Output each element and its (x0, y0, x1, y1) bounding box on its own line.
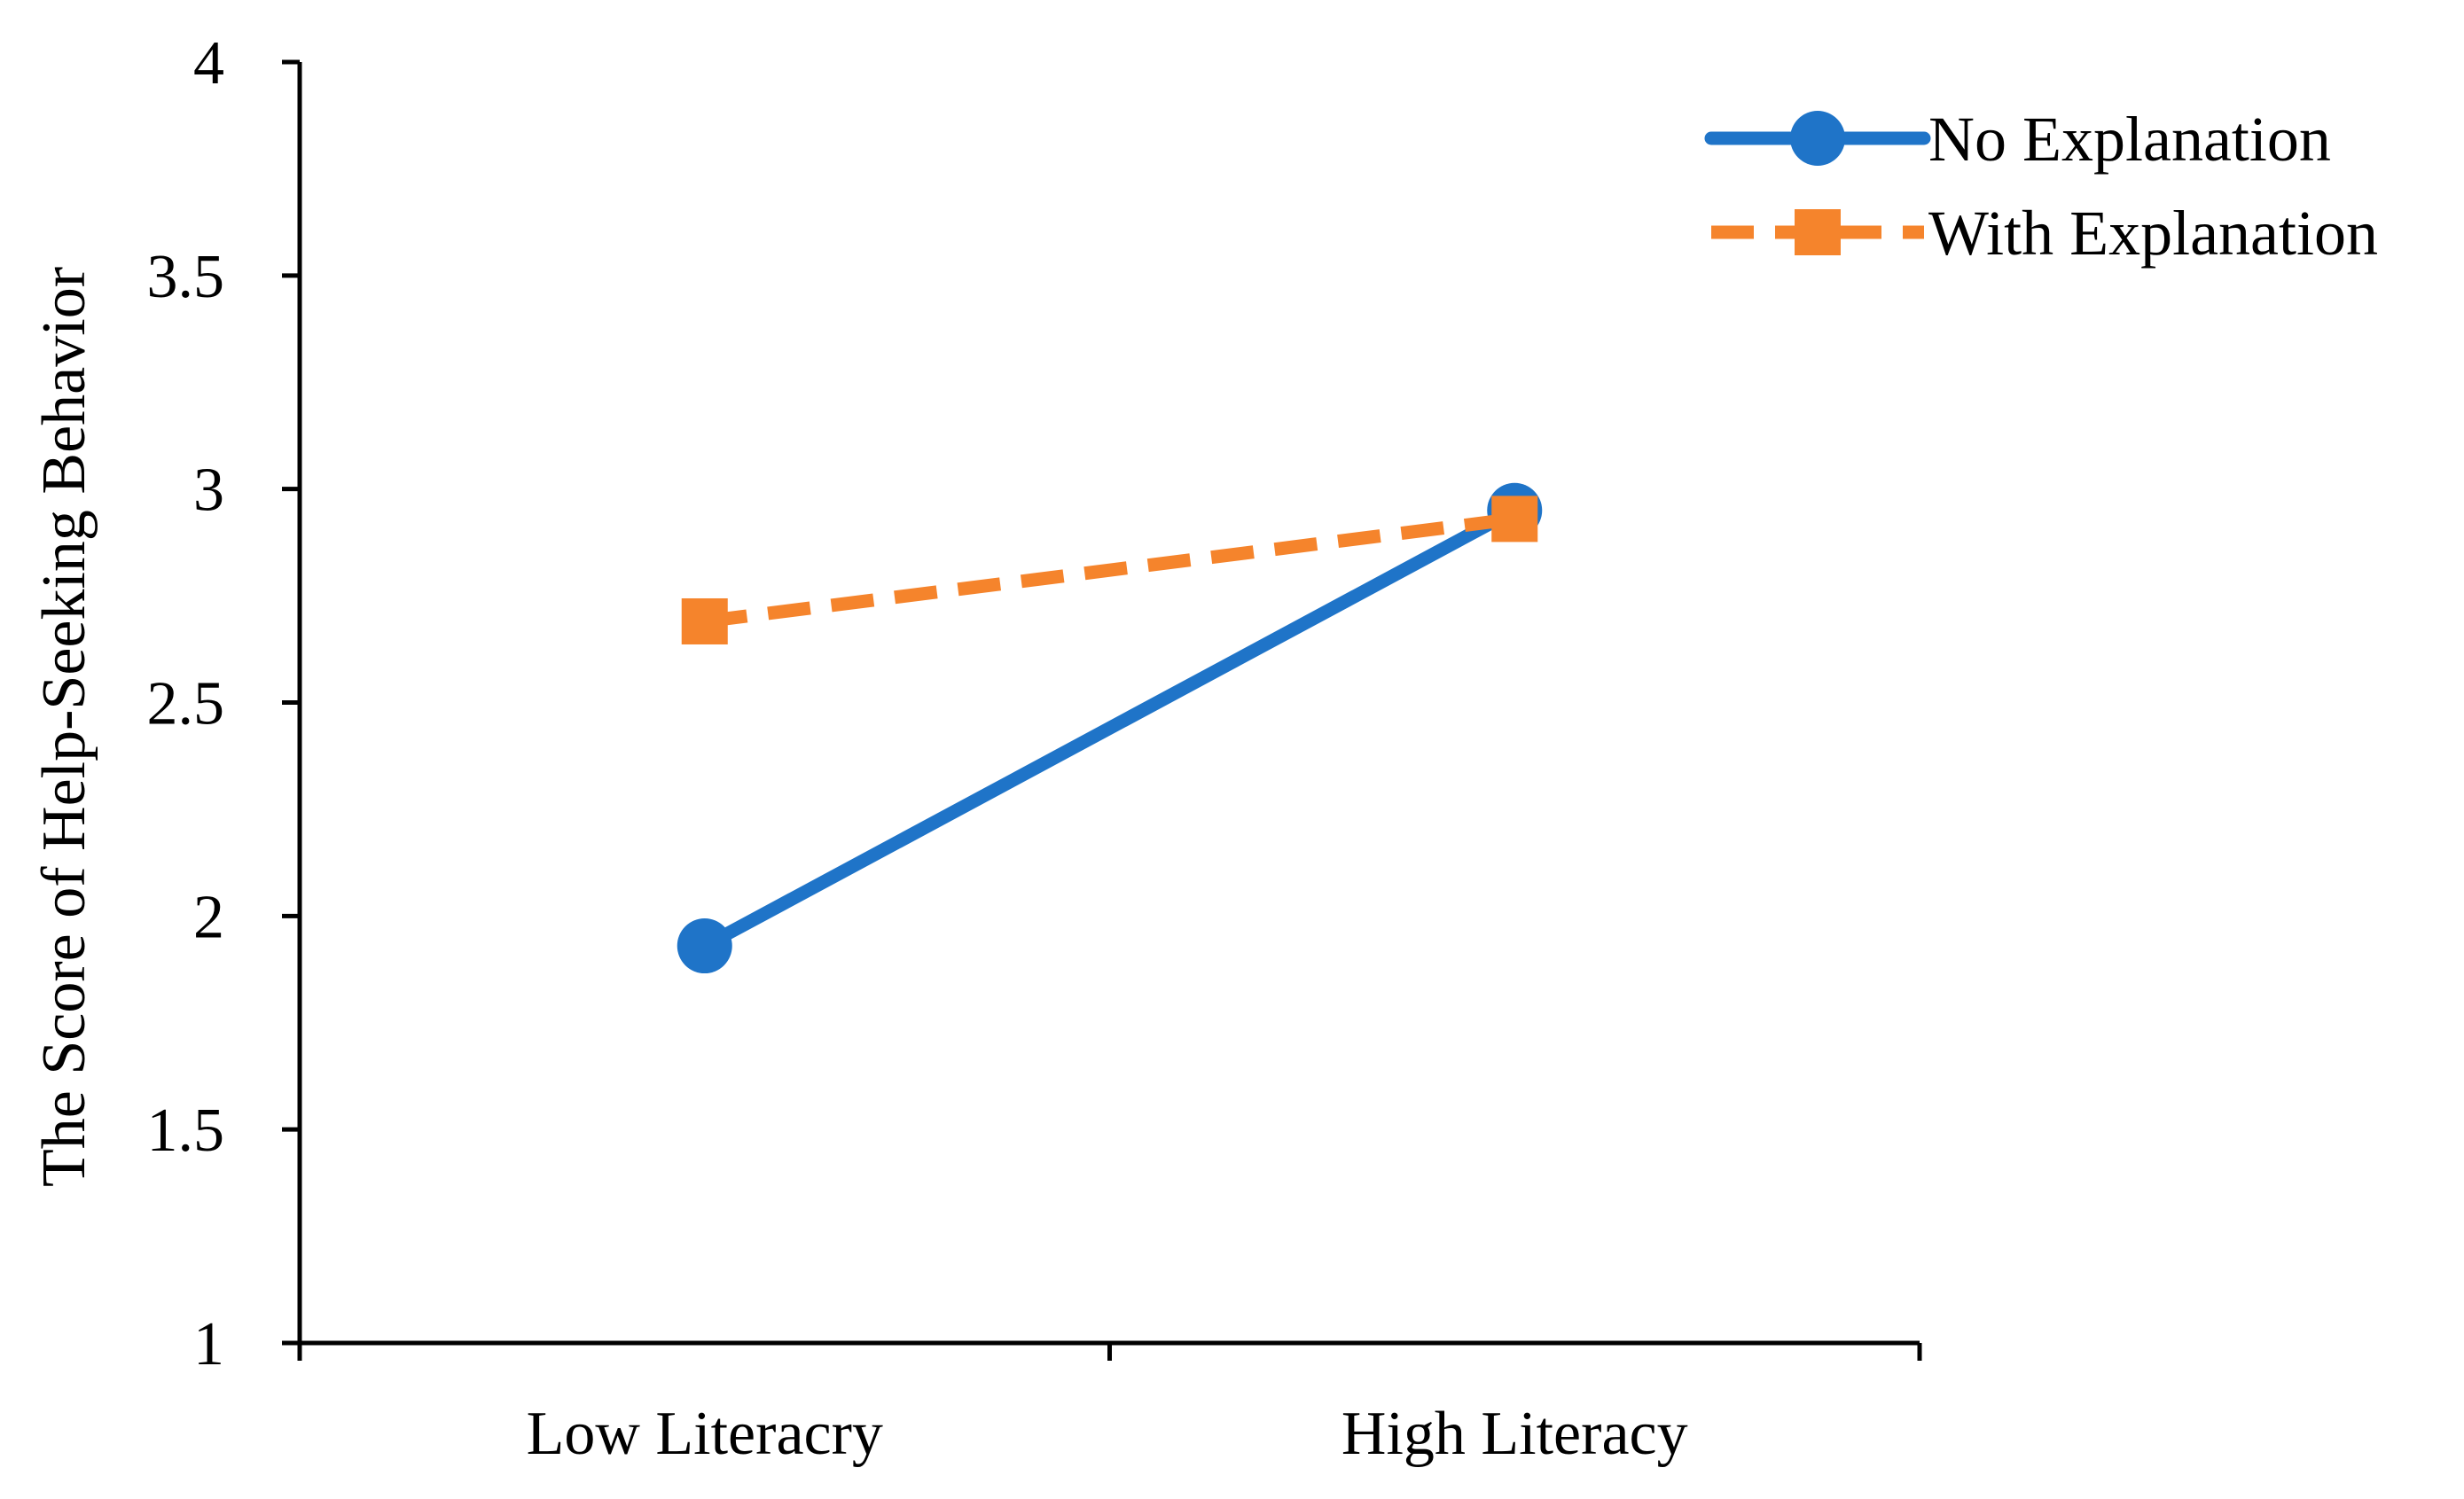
series-line (703, 511, 1516, 628)
series-layer (677, 482, 1543, 974)
legend-marker (1790, 111, 1845, 166)
y-tick-label: 1 (193, 1310, 224, 1378)
legend-marker (1795, 209, 1841, 255)
x-category-label: High Literacy (1342, 1400, 1688, 1468)
series-no-explanation (677, 482, 1543, 974)
legend-item: No Explanation (1704, 104, 2331, 175)
data-point (677, 918, 732, 974)
y-tick-label: 1.5 (147, 1097, 225, 1165)
legend: No Explanation With Explanation (1704, 104, 2378, 269)
y-tick-label: 3.5 (147, 243, 225, 311)
y-tick-label: 4 (193, 29, 224, 98)
axes: 1 1.5 2 2.5 3 3.5 4 Low Literacry High Literacy (147, 29, 1922, 1468)
x-category-label: Low Literacry (527, 1400, 883, 1468)
legend-label: No Explanation (1928, 104, 2331, 175)
y-tick-label: 3 (193, 457, 224, 525)
series-line (698, 504, 1521, 953)
legend-label: With Explanation (1928, 198, 2378, 269)
y-tick-label: 2 (193, 883, 224, 951)
data-point (1491, 496, 1538, 543)
y-tick-label: 2.5 (147, 670, 225, 738)
series-with-explanation (681, 496, 1538, 644)
y-axis-title: The Score of Help-Seeking Behavior (30, 267, 98, 1187)
legend-item: With Explanation (1711, 198, 2378, 269)
data-point (681, 597, 728, 644)
